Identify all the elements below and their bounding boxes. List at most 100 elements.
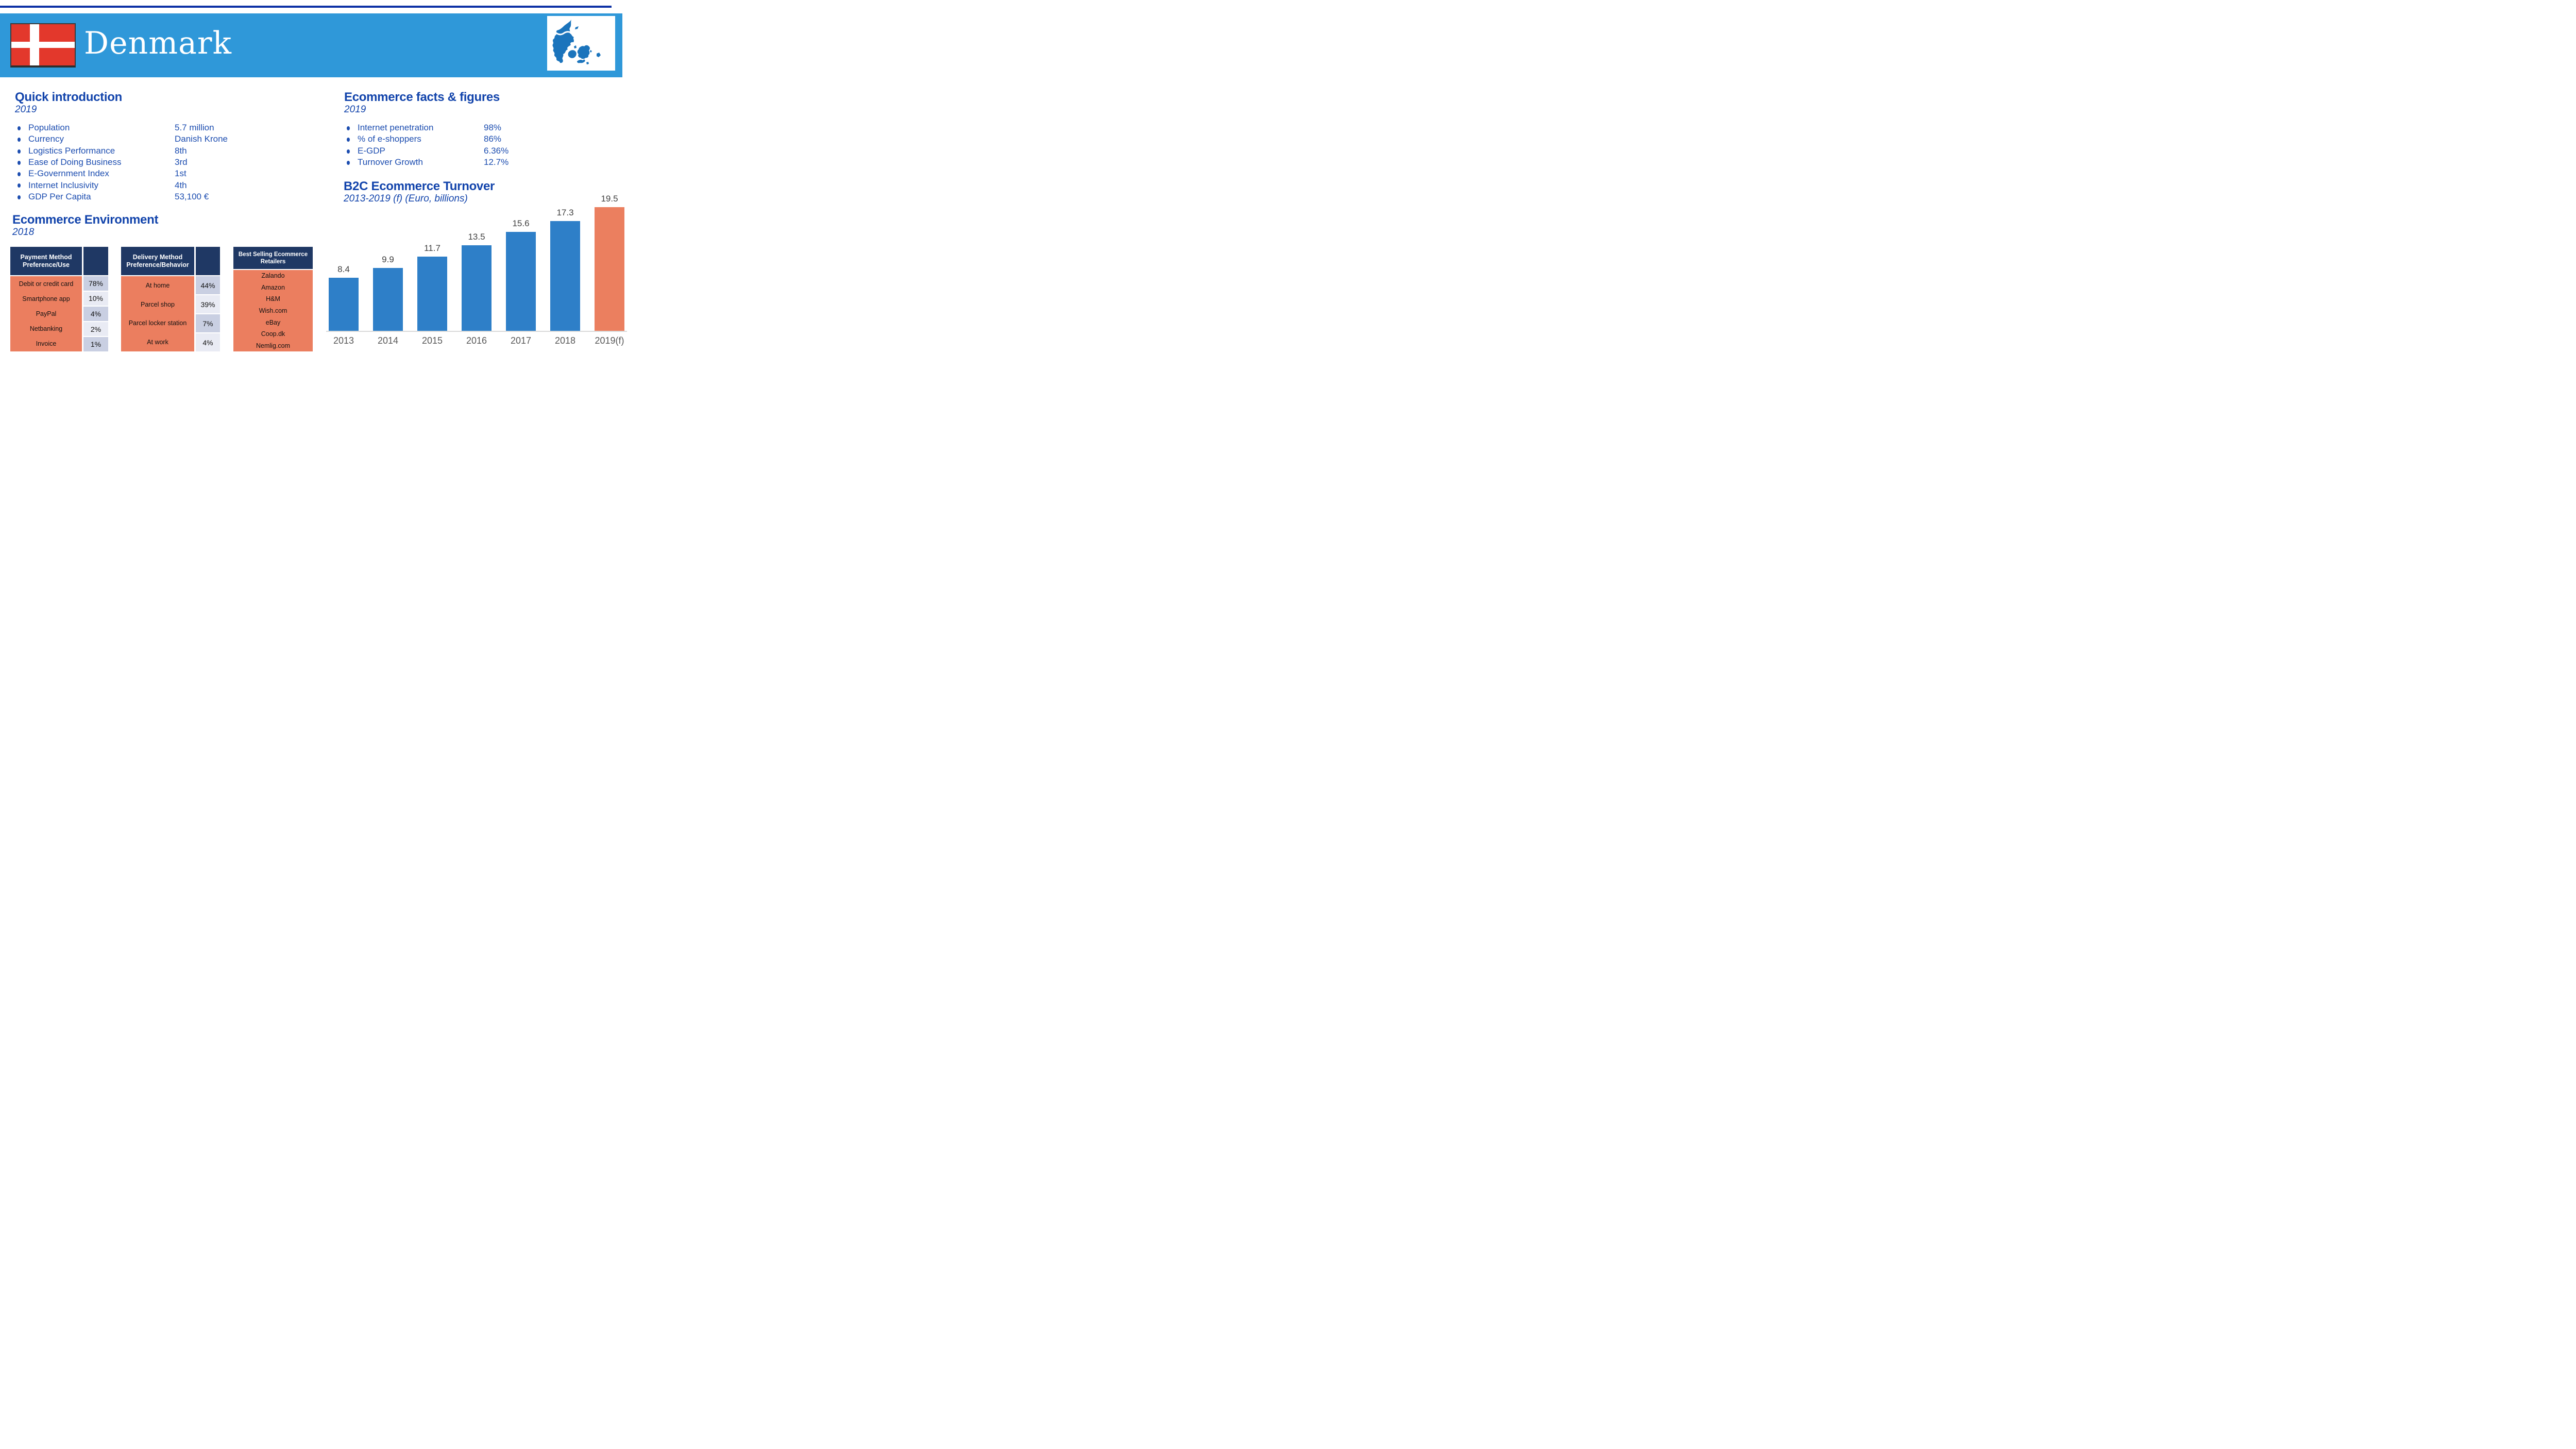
item-label: Internet Inclusivity (28, 180, 99, 190)
table-cell: 1% (83, 337, 108, 351)
list-item: Turnover Growth 12.7% (344, 157, 561, 168)
flag-cross-horizontal (11, 42, 75, 48)
item-label: Turnover Growth (358, 157, 423, 167)
bullet-icon (18, 149, 21, 154)
item-value: Danish Krone (175, 134, 228, 144)
delivery-header-label: Delivery Method Preference/Behavior (121, 247, 194, 275)
facts-title: Ecommerce facts & figures (344, 90, 500, 104)
best-selling-retailers-table: Best Selling Ecommerce Retailers Zalando… (233, 247, 313, 351)
chart-title: B2C Ecommerce Turnover (344, 179, 495, 193)
item-value: 1st (175, 169, 187, 179)
x-axis-label: 2013 (333, 335, 354, 346)
table-row: Wish.com (259, 307, 287, 314)
bullet-icon (18, 172, 21, 177)
facts-list: Internet penetration 98% % of e-shoppers 8… (344, 122, 561, 168)
denmark-map-icon (552, 20, 601, 64)
bar-value-label: 13.5 (468, 232, 485, 242)
bar-value-label: 17.3 (556, 208, 574, 217)
bullet-icon (18, 126, 21, 130)
table-row: eBay (265, 318, 281, 326)
top-accent-line (0, 6, 612, 8)
environment-section-header: Ecommerce Environment 2018 (12, 213, 158, 238)
bar (417, 257, 447, 331)
bullet-icon (347, 138, 350, 142)
list-item: Internet Inclusivity 4th (15, 179, 303, 191)
bar-value-label: 19.5 (601, 194, 618, 204)
retailers-table-body: Zalando Amazon H&M Wish.com eBay Coop.dk… (233, 270, 313, 351)
delivery-table-header: Delivery Method Preference/Behavior (121, 247, 220, 275)
item-label: E-Government Index (28, 169, 109, 179)
list-item: Ease of Doing Business 3rd (15, 157, 303, 168)
bar-column: 15.6 (506, 218, 536, 331)
quick-intro-section-header: Quick introduction 2019 (15, 91, 122, 115)
page-title: Denmark (84, 25, 232, 61)
payment-method-table: Payment Method Preference/Use Debit or c… (10, 247, 108, 351)
item-label: Currency (28, 134, 64, 144)
bullet-icon (18, 160, 21, 165)
payment-table-header: Payment Method Preference/Use (10, 247, 108, 275)
payment-table-body: Debit or credit card Smartphone app PayP… (10, 276, 108, 351)
b2c-turnover-chart: 8.4 9.9 11.7 13.5 15.6 17.3 19.5 2013 2014 2015 2… (326, 194, 627, 346)
bar-column: 17.3 (550, 208, 580, 331)
table-row: PayPal (36, 310, 57, 317)
table-row: Netbanking (29, 325, 63, 333)
x-axis-label: 2017 (510, 335, 532, 346)
list-item: Population 5.7 million (15, 122, 303, 133)
environment-year: 2018 (12, 227, 35, 238)
payment-value-column: 78% 10% 4% 2% 1% (83, 276, 108, 351)
bullet-icon (347, 160, 350, 165)
facts-section-header: Ecommerce facts & figures 2019 (344, 91, 500, 115)
bar-value-label: 15.6 (512, 218, 530, 228)
delivery-method-table: Delivery Method Preference/Behavior At h… (121, 247, 220, 351)
list-item: Internet penetration 98% (344, 122, 561, 133)
bullet-icon (18, 183, 21, 188)
retailers-table-header: Best Selling Ecommerce Retailers (233, 247, 313, 269)
delivery-value-column: 44% 39% 7% 4% (196, 276, 220, 351)
table-row: Invoice (36, 340, 57, 348)
list-item: E-GDP 6.36% (344, 145, 561, 157)
bullet-icon (347, 126, 350, 130)
denmark-map (547, 16, 615, 71)
x-axis-label: 2014 (377, 335, 399, 346)
bar (506, 232, 536, 331)
delivery-table-body: At home Parcel shop Parcel locker statio… (121, 276, 220, 351)
payment-header-label: Payment Method Preference/Use (10, 247, 82, 275)
bar-column: 9.9 (373, 255, 403, 331)
item-label: Internet penetration (358, 123, 434, 133)
item-label: Population (28, 123, 70, 133)
item-value: 86% (484, 134, 502, 144)
table-cell: 39% (196, 295, 220, 313)
item-label: E-GDP (358, 145, 385, 156)
infographic-page: Denmark (0, 0, 644, 362)
table-row: Coop.dk (261, 330, 285, 338)
list-item: Currency Danish Krone (15, 133, 303, 145)
bar (373, 268, 403, 331)
bar-column: 19.5 (595, 194, 624, 331)
item-value: 12.7% (484, 157, 509, 167)
bullet-icon (18, 195, 21, 199)
table-cell: 78% (83, 276, 108, 291)
quick-intro-year: 2019 (15, 104, 37, 115)
table-row: Amazon (261, 283, 285, 291)
bullet-icon (347, 149, 350, 154)
chart-plot: 8.4 9.9 11.7 13.5 15.6 17.3 19.5 (326, 194, 627, 332)
item-value: 8th (175, 145, 187, 156)
x-axis-label: 2016 (466, 335, 487, 346)
bar-column: 11.7 (417, 243, 447, 331)
table-cell: 4% (196, 333, 220, 351)
chart-section-header: B2C Ecommerce Turnover 2013-2019 (f) (Eu… (344, 180, 495, 205)
table-row: Zalando (261, 272, 285, 280)
bar-column: 13.5 (462, 232, 492, 331)
list-item: Logistics Performance 8th (15, 145, 303, 157)
denmark-flag (10, 23, 76, 68)
item-label: Logistics Performance (28, 145, 115, 156)
bar-value-label: 11.7 (424, 243, 440, 253)
table-row: H&M (266, 295, 280, 303)
table-row: At home (145, 282, 170, 290)
payment-label-column: Debit or credit card Smartphone app PayP… (10, 276, 82, 351)
table-row: Parcel locker station (128, 319, 187, 327)
item-value: 5.7 million (175, 123, 214, 133)
chart-subtitle: 2013-2019 (f) (Euro, billions) (344, 193, 468, 204)
item-value: 53,100 € (175, 191, 209, 201)
item-label: % of e-shoppers (358, 134, 421, 144)
